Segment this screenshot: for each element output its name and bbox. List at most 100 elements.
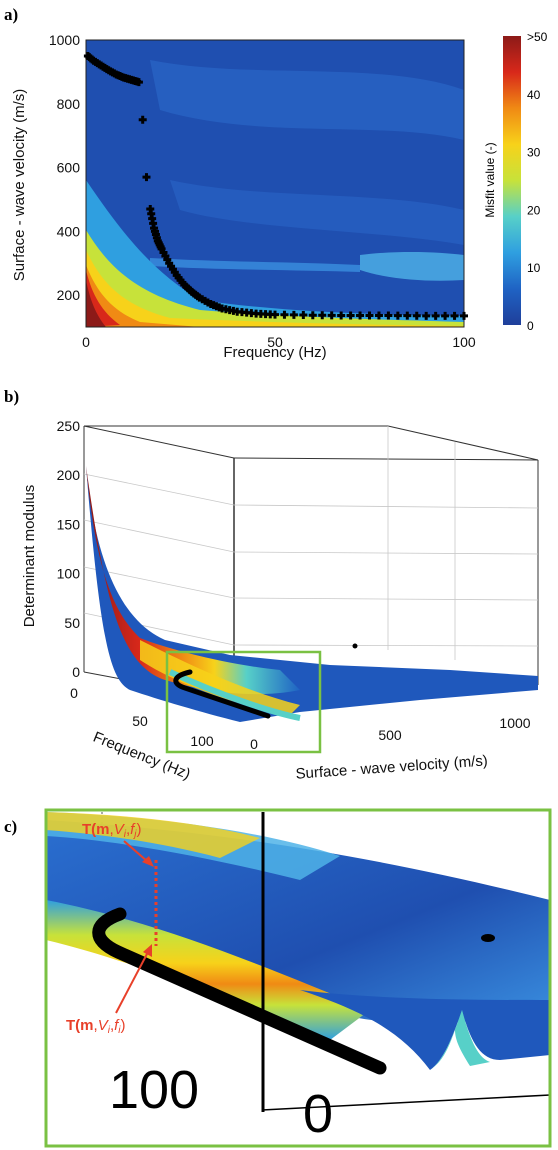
- zoomed-surface: [46, 810, 550, 1146]
- data-point: [431, 311, 440, 320]
- y-tick-label: 600: [57, 160, 81, 176]
- data-point: [133, 77, 142, 86]
- surface-ridge: [86, 466, 300, 695]
- arrow-head: [143, 944, 152, 957]
- y-axis-ticks: 200 400 600 800 1000: [49, 32, 80, 303]
- heatmap-region: [150, 60, 464, 140]
- surface-band: [140, 640, 300, 715]
- freq-tick: 50: [132, 713, 148, 729]
- data-point: [308, 311, 317, 320]
- data-point: [441, 311, 450, 320]
- heatmap: [85, 39, 465, 328]
- data-point: [138, 115, 147, 124]
- heatmap-region: [360, 251, 464, 281]
- dispersion-curve: [173, 669, 271, 719]
- z-axis-label: Determinant modulus: [21, 485, 38, 628]
- panel-b-label: b): [4, 387, 19, 406]
- data-point: [299, 311, 308, 320]
- data-point: [229, 306, 238, 315]
- data-point: [422, 311, 431, 320]
- arrow-head: [142, 856, 154, 867]
- velocity-tick: 500: [378, 727, 402, 743]
- velocity-tick: 1000: [499, 715, 530, 731]
- panel-a-label: a): [4, 5, 18, 24]
- freq-tick: 0: [70, 685, 78, 701]
- heatmap-region: [86, 265, 200, 327]
- colorbar-tick-label: 0: [527, 319, 534, 333]
- surface-blue: [46, 820, 550, 1023]
- colorbar: 0 10 20 30 40 >50 Misfit value (-): [483, 30, 548, 333]
- data-point: [346, 311, 355, 320]
- data-point: [460, 311, 468, 320]
- data-point: [280, 310, 289, 319]
- data-point: [170, 268, 179, 277]
- data-point: [412, 311, 421, 320]
- annotation-top: T(m,Vi,fj): [82, 821, 142, 840]
- freq-tick: 100: [190, 733, 214, 749]
- z-tick-label: 250: [57, 418, 81, 434]
- curve-point: [352, 643, 358, 649]
- z-axis-ticks: 0 50 100 150 200 250: [57, 418, 81, 680]
- data-point: [215, 303, 224, 312]
- zoom-frame: [44, 808, 552, 1148]
- z-tick-label: 150: [57, 516, 81, 532]
- x-axis-label: Frequency (Hz): [223, 344, 326, 361]
- colorbar-tick-label: >50: [527, 30, 548, 44]
- surface-band: [46, 812, 260, 858]
- panel-c-label: c): [4, 817, 17, 836]
- surface-fold-edge: [430, 1010, 490, 1070]
- velocity-axis-label: Surface - wave velocity (m/s): [295, 752, 488, 782]
- picked-dispersion-curve: [83, 51, 468, 320]
- data-point: [374, 311, 383, 320]
- annotation-arrow: [115, 951, 149, 1014]
- data-point: [156, 242, 165, 251]
- velocity-tick: 0: [250, 736, 258, 752]
- colorbar-tick-label: 20: [527, 203, 541, 217]
- z-tick-label: 200: [57, 467, 81, 483]
- surface-fold: [300, 990, 550, 1070]
- grid-lines: [83, 426, 539, 660]
- x-tick-label: 100: [452, 334, 476, 350]
- surface-band-main: [46, 900, 370, 1040]
- colorbar-label: Misfit value (-): [483, 142, 497, 217]
- data-point: [356, 311, 365, 320]
- panel-c: c): [4, 808, 552, 1148]
- frequency-axis-label: Frequency (Hz): [91, 729, 193, 783]
- data-point: [393, 311, 402, 320]
- curve-point: [481, 934, 495, 942]
- heatmap-frame: [85, 39, 465, 328]
- dispersion-curve: [92, 907, 387, 1075]
- zoom-tick-0: 0: [303, 1084, 333, 1144]
- data-point: [337, 311, 346, 320]
- surface-band: [168, 669, 301, 721]
- data-point: [266, 310, 275, 319]
- data-point: [203, 298, 212, 307]
- x-axis-ticks: 0 50 100: [82, 334, 476, 350]
- annotation-arrow: [123, 840, 149, 863]
- heatmap-region: [86, 180, 464, 327]
- heatmap-region: [170, 180, 464, 245]
- colorbar-ticks: 0 10 20 30 40 >50: [527, 30, 548, 333]
- z-tick-label: 100: [57, 566, 81, 582]
- data-point: [403, 311, 412, 320]
- data-point: [163, 255, 172, 264]
- zoom-tick-100: 100: [109, 1060, 199, 1120]
- annotation-bottom: T(m,Vi,fi): [66, 1017, 126, 1036]
- heatmap-region: [150, 258, 360, 272]
- panel-b: b): [4, 387, 539, 783]
- data-point: [149, 219, 158, 228]
- x-tick-label: 50: [267, 334, 283, 350]
- data-point: [142, 173, 151, 182]
- colorbar-tick-label: 10: [527, 261, 541, 275]
- data-point: [327, 311, 336, 320]
- axis-line: [261, 1094, 550, 1111]
- y-tick-label: 800: [57, 96, 81, 112]
- data-point: [450, 311, 459, 320]
- colorbar-tick-label: 30: [527, 146, 541, 160]
- z-tick-label: 0: [72, 664, 80, 680]
- colorbar-gradient: [503, 36, 521, 325]
- z-tick-label: 50: [64, 615, 80, 631]
- data-point: [365, 311, 374, 320]
